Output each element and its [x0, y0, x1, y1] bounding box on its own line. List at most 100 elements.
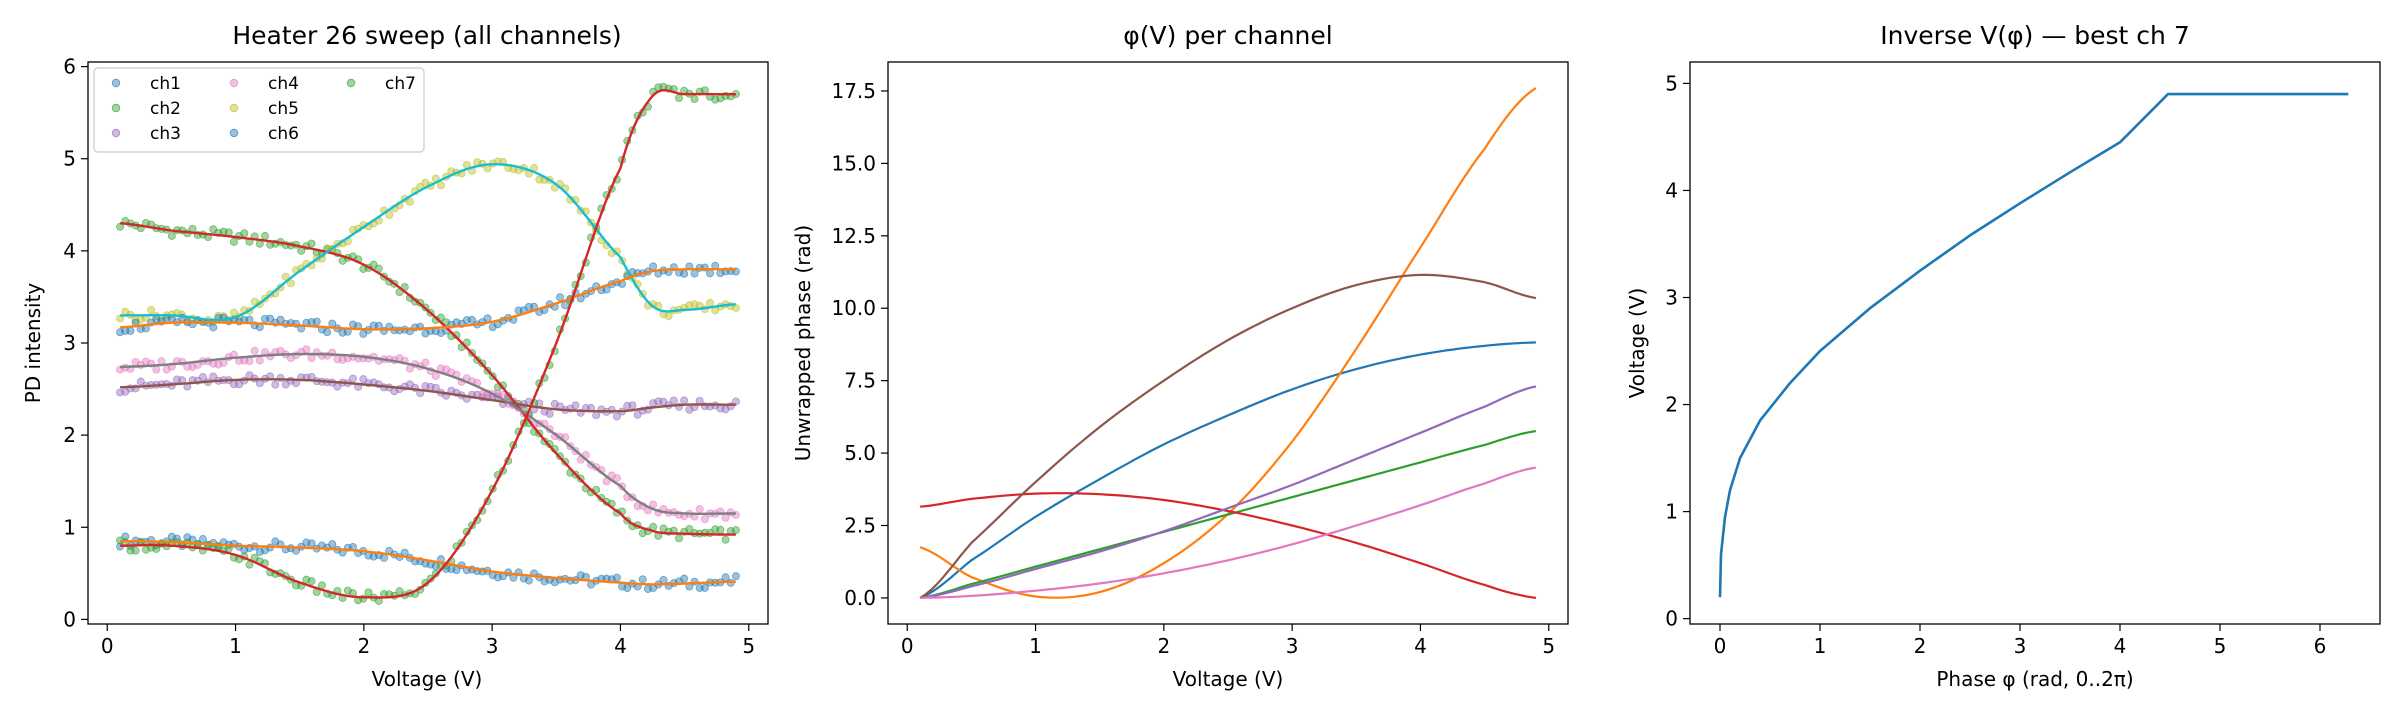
- panel-inverse-ylabel: Voltage (V): [1625, 288, 1649, 399]
- scatter-point-ch7: [364, 588, 373, 597]
- y-tick-label: 17.5: [831, 79, 876, 103]
- legend-marker-ch5: [229, 103, 239, 113]
- legend-items: ch1 ch2 ch3 ch4 ch5 ch6 ch7: [111, 74, 416, 144]
- phase-line-6: [920, 466, 1537, 599]
- scatter-point-ch7: [690, 95, 699, 104]
- scatter-point-ch6: [209, 323, 218, 332]
- scatter-point-ch6: [706, 269, 715, 278]
- scatter-point-ch4: [421, 358, 430, 367]
- scatter-point-ch5: [706, 298, 715, 307]
- legend-marker-ch2: [111, 103, 121, 113]
- y-tick-label: 12.5: [831, 224, 876, 248]
- scatter-point-ch2: [307, 239, 316, 248]
- scatter-point-ch6: [690, 269, 699, 278]
- panel-inverse-plot: 0 1 2 3 4 5 6 0 1 2 3 4 5: [1665, 71, 2349, 658]
- x-tick-label: 2: [1157, 634, 1170, 658]
- scatter-point-ch7: [131, 546, 140, 555]
- scatter-point-ch2: [260, 232, 269, 241]
- legend-box: [93, 67, 425, 153]
- panel-sweep-ylabel: PD intensity: [21, 283, 45, 404]
- x-tick-label: 1: [1814, 634, 1827, 658]
- panel-phase-ylabel: Unwrapped phase (rad): [791, 225, 815, 461]
- scatter-point-ch1: [380, 553, 389, 562]
- panel-phase: φ(V) per channel 0 1 2 3 4 5 0.0 2.5 5.0 7.5 10.0 1…: [791, 21, 1569, 691]
- scatter-point-ch2: [167, 231, 176, 240]
- scatter-point-ch1: [659, 575, 668, 584]
- legend-label-ch6: ch6: [268, 124, 299, 144]
- scatter-point-ch7: [152, 544, 161, 553]
- scatter-point-ch1: [731, 572, 740, 581]
- x-tick-label: 5: [1542, 634, 1555, 658]
- legend-label-ch1: ch1: [150, 74, 181, 94]
- panel-sweep-frame: [87, 61, 769, 625]
- scatter-point-ch3: [628, 401, 637, 410]
- panel-sweep-legend: ch1 ch2 ch3 ch4 ch5 ch6 ch7: [93, 67, 425, 153]
- scatter-point-ch5: [281, 272, 290, 281]
- panel-sweep-title: Heater 26 sweep (all channels): [232, 21, 621, 50]
- scatter-point-ch2: [721, 535, 730, 544]
- x-tick-label: 0: [101, 634, 114, 658]
- scatter-point-ch1: [328, 540, 337, 549]
- legend-marker-ch3: [111, 128, 121, 138]
- scatter-point-ch1: [680, 574, 689, 583]
- scatter-point-ch1: [524, 576, 533, 585]
- scatter-point-ch3: [680, 396, 689, 405]
- scatter-point-ch4: [219, 358, 228, 367]
- panel-phase-plot: 0 1 2 3 4 5 0.0 2.5 5.0 7.5 10.0 12.5 15.0 17.5: [831, 79, 1555, 658]
- scatter-point-ch6: [312, 317, 321, 326]
- y-tick-label: 4: [63, 239, 76, 263]
- scatter-point-ch4: [307, 354, 316, 363]
- x-tick-label: 4: [614, 634, 627, 658]
- inverse-line: [1718, 92, 2349, 598]
- phase-line-2: [919, 430, 1537, 599]
- scatter-point-ch3: [612, 412, 621, 421]
- y-tick-label: 0: [1665, 607, 1678, 631]
- x-tick-label: 2: [357, 634, 370, 658]
- scatter-point-ch5: [385, 210, 394, 219]
- scatter-point-ch2: [685, 525, 694, 534]
- fit-line-ch1: [120, 539, 736, 586]
- y-tick-label: 2.5: [844, 514, 876, 538]
- legend-marker-ch1: [111, 78, 121, 88]
- scatter-point-ch5: [664, 312, 673, 321]
- scatter-point-ch4: [250, 346, 259, 355]
- scatter-point-ch3: [348, 374, 357, 383]
- y-tick-label: 0.0: [844, 586, 876, 610]
- scatter-point-ch7: [700, 86, 709, 95]
- legend-label-ch2: ch2: [150, 99, 181, 119]
- scatter-point-ch6: [483, 314, 492, 323]
- panel-sweep: Heater 26 sweep (all channels) 0 1 2 3 4 5 0 1 2…: [21, 21, 769, 691]
- y-tick-label: 3: [1665, 286, 1678, 310]
- scatter-point-ch4: [302, 345, 311, 354]
- panel-sweep-xlabel: Voltage (V): [372, 667, 483, 691]
- x-tick-label: 2: [1914, 634, 1927, 658]
- x-tick-label: 1: [229, 634, 242, 658]
- panel-phase-title: φ(V) per channel: [1123, 21, 1332, 50]
- scatter-point-ch1: [612, 573, 621, 582]
- phase-line-5: [919, 273, 1537, 599]
- x-tick-label: 3: [486, 634, 499, 658]
- scatter-point-ch3: [136, 377, 145, 386]
- scatter-point-ch3: [198, 372, 207, 381]
- panel-phase-frame: [887, 61, 1569, 625]
- panel-inverse-title: Inverse V(φ) — best ch 7: [1880, 21, 2190, 50]
- x-tick-label: 4: [1414, 634, 1427, 658]
- y-tick-label: 1: [1665, 500, 1678, 524]
- scatter-point-ch2: [716, 525, 725, 534]
- panel-inverse-xlabel: Phase φ (rad, 0..2π): [1936, 667, 2133, 691]
- x-tick-label: 5: [742, 634, 755, 658]
- scatter-point-ch7: [395, 587, 404, 596]
- scatter-point-ch5: [405, 197, 414, 206]
- x-tick-label: 5: [2214, 634, 2227, 658]
- scatter-point-ch4: [700, 515, 709, 524]
- y-tick-label: 5: [63, 147, 76, 171]
- scatter-point-ch5: [147, 305, 156, 314]
- scatter-point-ch7: [307, 577, 316, 586]
- scatter-point-ch3: [633, 410, 642, 419]
- scatter-point-ch5: [436, 181, 445, 190]
- scatter-point-ch4: [612, 474, 621, 483]
- scatter-point-ch1: [700, 583, 709, 592]
- fit-line-ch5: [120, 163, 736, 322]
- panel-inverse-frame: [1689, 61, 2381, 625]
